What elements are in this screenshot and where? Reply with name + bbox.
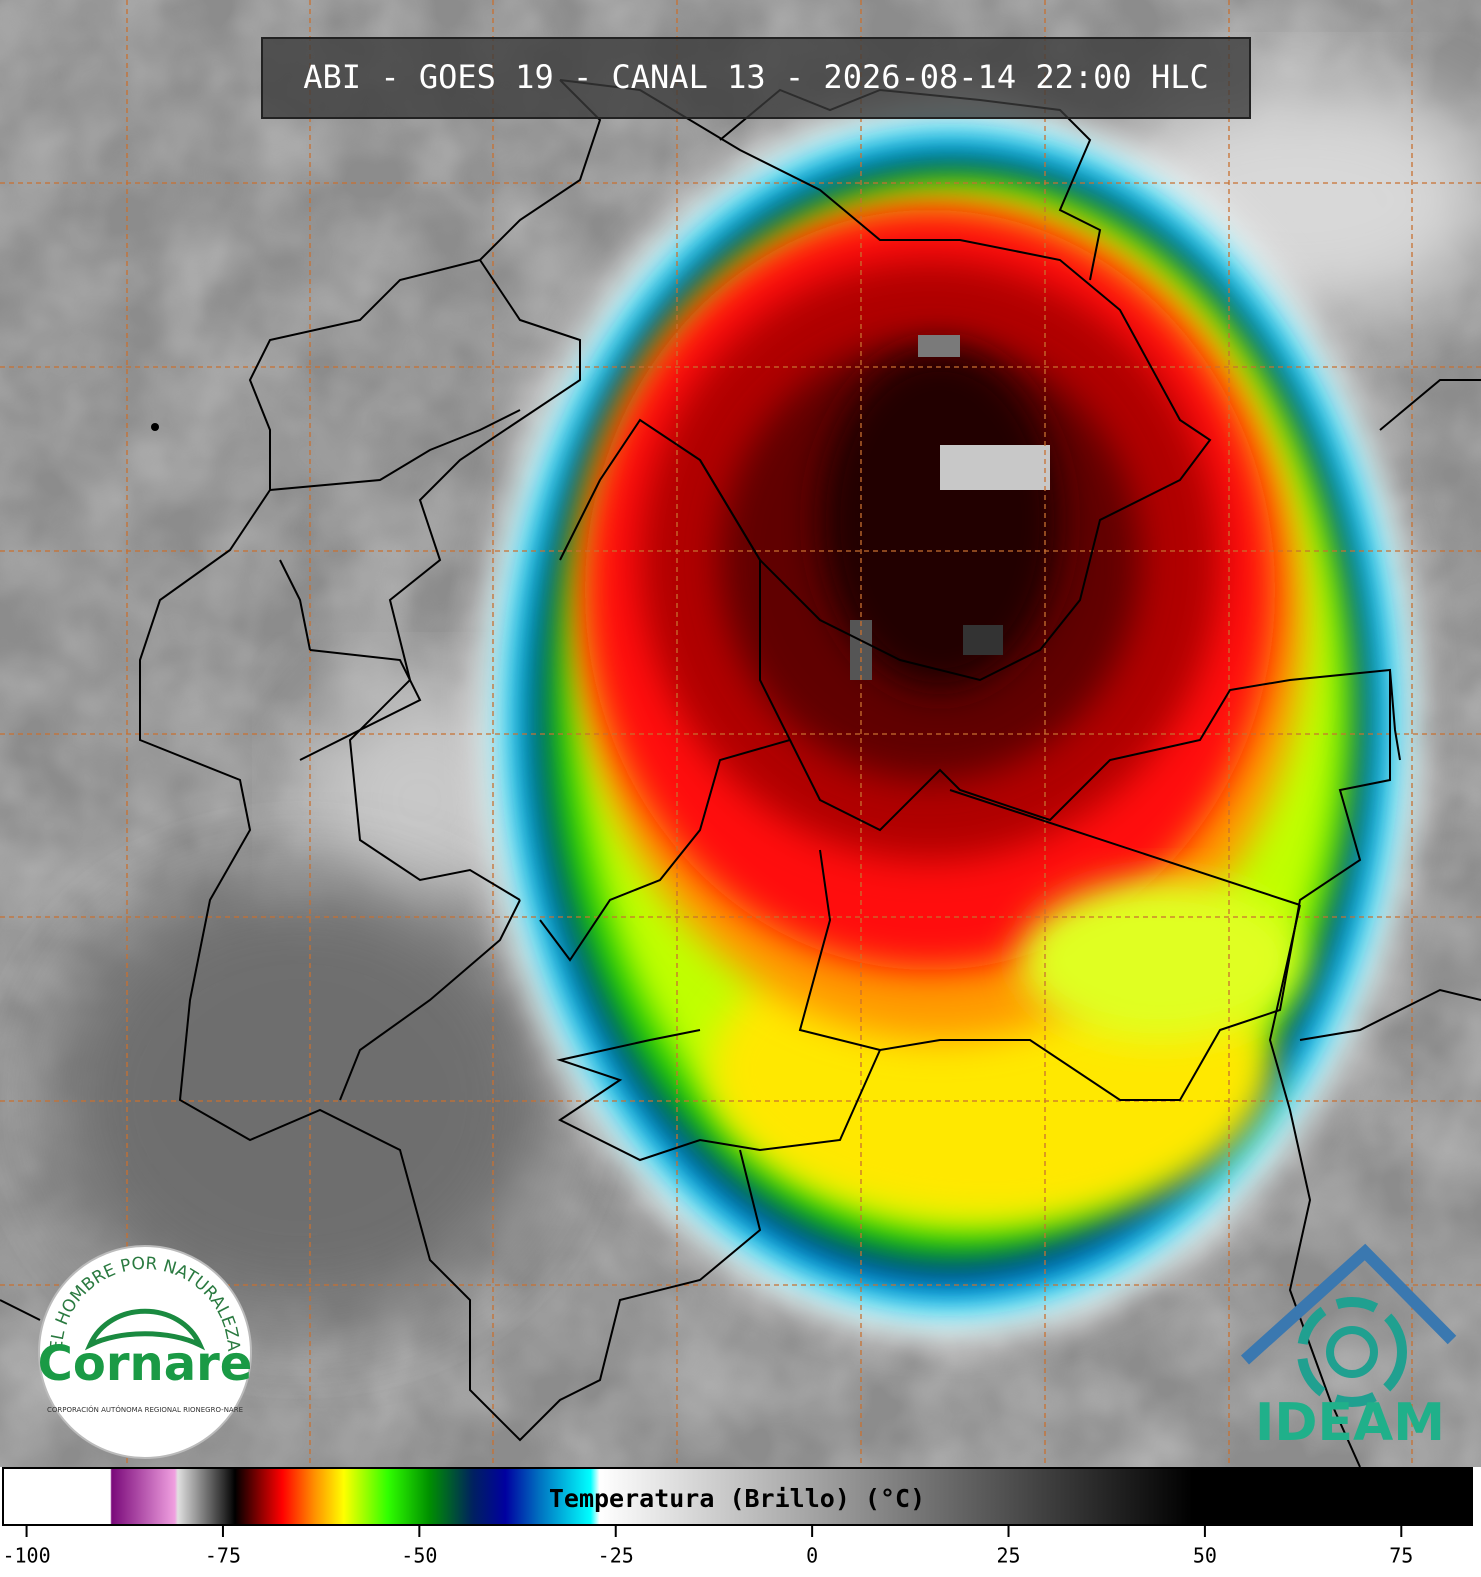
colorbar-scale [2,1467,1473,1526]
title-box: ABI - GOES 19 - CANAL 13 - 2026-08-14 22… [261,37,1251,119]
cornare-name: Cornare [38,1336,253,1392]
colorbar-tick-label: 50 [1193,1544,1217,1568]
colorbar-label: Temperatura (Brillo) (°C) [549,1484,925,1513]
graticule [0,0,1481,1467]
colorbar-tick-label: -25 [598,1544,634,1568]
colorbar-tick-label: -100 [2,1544,50,1568]
colorbar-tick-label: 25 [996,1544,1020,1568]
map: ABI - GOES 19 - CANAL 13 - 2026-08-14 22… [0,0,1481,1468]
title: ABI - GOES 19 - CANAL 13 - 2026-08-14 22… [303,58,1208,96]
cloud-patch [300,680,540,920]
colorbar-tick-label: 75 [1389,1544,1413,1568]
cloud-patch [50,880,550,1320]
ideam-name: IDEAM [1255,1393,1445,1453]
colorbar-tick-label: -75 [205,1544,241,1568]
boundaries [0,79,1481,1468]
colorbar-tick-label: -50 [401,1544,437,1568]
city-marker [151,423,159,431]
cornare-subtitle: CORPORACIÓN AUTÓNOMA REGIONAL RIONEGRO-N… [47,1405,243,1414]
ideam-logo: IDEAM [1240,1243,1457,1453]
storm [480,100,1420,1340]
colorbar: Temperatura (Brillo) (°C) -100 -75 -50 -25 0… [0,1467,1481,1577]
cornare-logo: EL HOMBRE POR NATURALEZA Cornare CORPORA… [38,1245,253,1459]
colorbar-tick-label: 0 [806,1544,818,1568]
